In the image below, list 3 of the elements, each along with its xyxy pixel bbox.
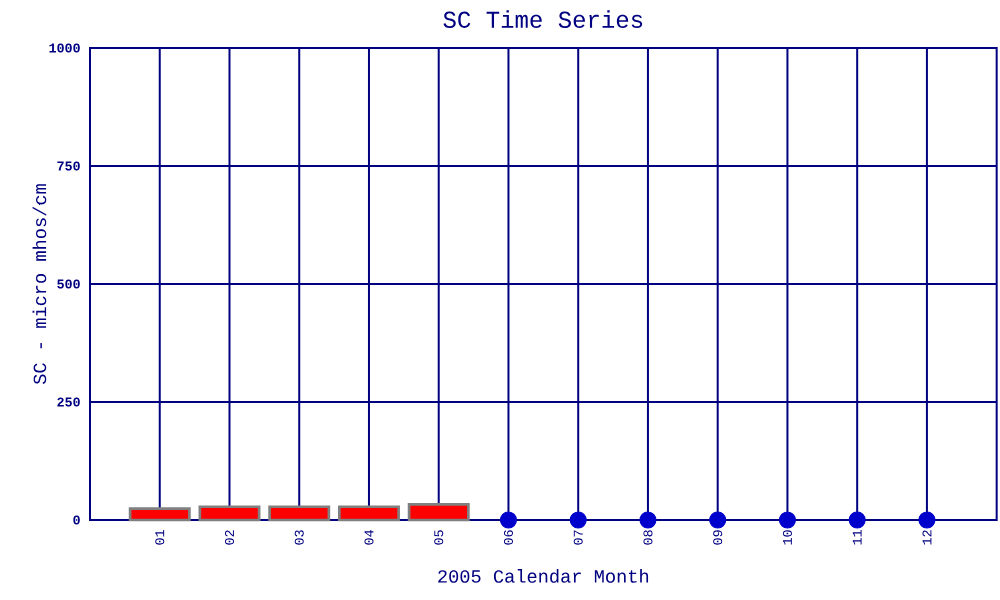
x-axis-title: 2005 Calendar Month — [438, 569, 649, 583]
y-axis-title: SC - micro mhos/cm — [32, 184, 47, 385]
chart-title: SC Time Series — [443, 10, 643, 28]
